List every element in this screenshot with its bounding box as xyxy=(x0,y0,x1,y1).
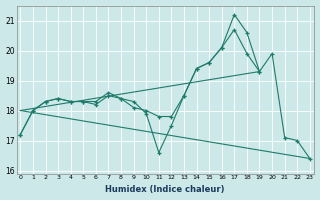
X-axis label: Humidex (Indice chaleur): Humidex (Indice chaleur) xyxy=(105,185,225,194)
